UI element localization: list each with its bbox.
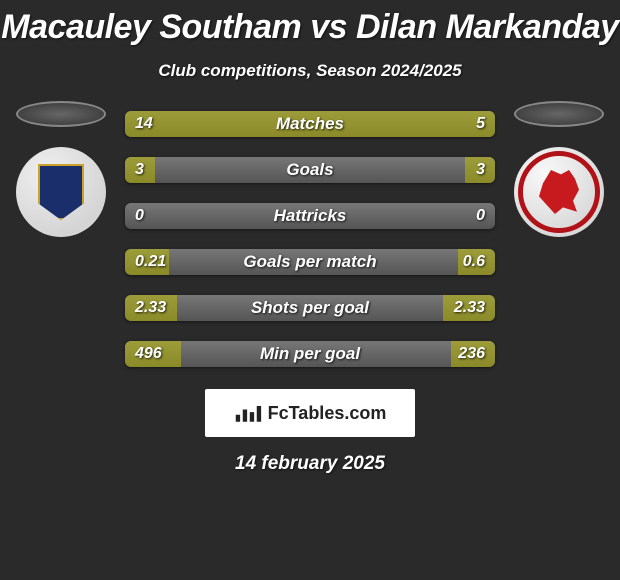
main-area: 145Matches 33Goals 00Hattricks 0.210.6Goals… (0, 111, 620, 367)
stat-label: Shots per goal (125, 298, 495, 318)
date-label: 14 february 2025 (0, 453, 620, 475)
stat-bar: 496236Min per goal (125, 341, 495, 367)
shadow-ellipse-icon (514, 101, 604, 127)
page-title: Macauley Southam vs Dilan Markanday (0, 8, 620, 47)
stat-label: Goals per match (125, 252, 495, 272)
stat-bar: 2.332.33Shots per goal (125, 295, 495, 321)
club-crest-right-icon (514, 147, 604, 237)
brand-text: FcTables.com (268, 403, 387, 424)
bar-chart-icon (234, 402, 262, 424)
club-crest-left-icon (16, 147, 106, 237)
stat-bar: 33Goals (125, 157, 495, 183)
stat-bar: 0.210.6Goals per match (125, 249, 495, 275)
stat-label: Hattricks (125, 206, 495, 226)
brand-badge: FcTables.com (205, 389, 415, 437)
subtitle: Club competitions, Season 2024/2025 (0, 61, 620, 81)
shadow-ellipse-icon (16, 101, 106, 127)
stat-label: Min per goal (125, 344, 495, 364)
player-right-column (514, 101, 604, 237)
stat-bars: 145Matches 33Goals 00Hattricks 0.210.6Goals… (125, 111, 495, 367)
player-left-column (16, 101, 106, 237)
stat-bar: 00Hattricks (125, 203, 495, 229)
stat-bar: 145Matches (125, 111, 495, 137)
stat-label: Matches (125, 114, 495, 134)
stat-label: Goals (125, 160, 495, 180)
comparison-card: Macauley Southam vs Dilan Markanday Club… (0, 0, 620, 475)
